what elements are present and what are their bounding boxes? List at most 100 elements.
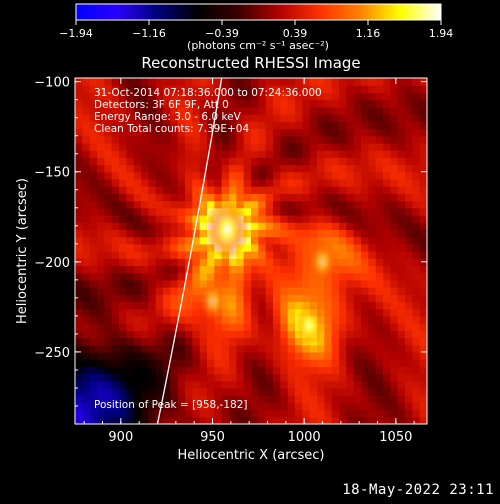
heatmap-cell	[192, 287, 201, 295]
heatmap-cell	[133, 92, 142, 101]
heatmap-cell	[397, 193, 406, 202]
heatmap-cell	[104, 409, 113, 418]
heatmap-cell	[265, 387, 274, 396]
emission-source	[294, 303, 325, 347]
heatmap-cell	[236, 265, 245, 274]
heatmap-cell	[221, 337, 230, 346]
heatmap-cell	[170, 251, 179, 259]
heatmap-cell	[265, 395, 274, 403]
heatmap-cell	[295, 214, 303, 223]
heatmap-cell	[317, 178, 325, 187]
heatmap-cell	[141, 114, 149, 122]
heatmap-cell	[243, 272, 252, 281]
heatmap-cell	[141, 373, 149, 382]
heatmap-cell	[412, 164, 421, 173]
heatmap-cell	[177, 272, 186, 281]
heatmap-cell	[192, 416, 201, 424]
heatmap-cell	[89, 150, 98, 158]
heatmap-cell	[397, 171, 406, 180]
heatmap-cell	[302, 229, 311, 238]
heatmap-cell	[346, 171, 355, 180]
heatmap-cell	[258, 121, 267, 130]
heatmap-cell	[89, 265, 98, 274]
heatmap-cell	[258, 287, 267, 295]
heatmap-cell	[104, 315, 113, 324]
heatmap-cell	[251, 344, 259, 353]
heatmap-cell	[368, 380, 377, 389]
heatmap-cell	[295, 171, 303, 180]
heatmap-cell	[302, 416, 311, 424]
heatmap-cell	[89, 186, 98, 194]
heatmap-cell	[141, 323, 149, 331]
heatmap-cell	[251, 272, 259, 281]
heatmap-cell	[383, 344, 391, 353]
heatmap-cell	[185, 359, 193, 367]
heatmap-cell	[412, 315, 421, 324]
heatmap-cell	[324, 402, 333, 411]
heatmap-cell	[199, 164, 208, 173]
heatmap-cell	[419, 106, 427, 115]
heatmap-cell	[177, 164, 186, 173]
heatmap-cell	[111, 222, 120, 230]
heatmap-cell	[390, 416, 399, 424]
heatmap-cell	[104, 402, 113, 411]
heatmap-cell	[375, 214, 384, 223]
heatmap-cell	[361, 265, 369, 274]
heatmap-cell	[163, 236, 171, 245]
heatmap-cell	[361, 171, 369, 180]
heatmap-cell	[412, 323, 421, 331]
heatmap-cell	[119, 323, 127, 331]
heatmap-cell	[221, 128, 230, 137]
heatmap-cell	[192, 265, 201, 274]
heatmap-cell	[302, 294, 311, 303]
heatmap-cell	[104, 416, 113, 424]
heatmap-cell	[251, 150, 259, 158]
heatmap-cell	[346, 186, 355, 194]
heatmap-cell	[229, 78, 237, 86]
heatmap-cell	[236, 157, 245, 166]
heatmap-cell	[185, 279, 193, 288]
heatmap-cell	[251, 330, 259, 339]
heatmap-cell	[89, 258, 98, 267]
heatmap-cell	[273, 337, 281, 346]
heatmap-cell	[111, 279, 120, 288]
heatmap-cell	[155, 135, 164, 144]
heatmap-cell	[243, 106, 252, 115]
heatmap-cell	[302, 258, 311, 267]
heatmap-cell	[185, 207, 193, 216]
heatmap-cell	[383, 315, 391, 324]
heatmap-cell	[390, 279, 399, 288]
heatmap-cell	[324, 301, 333, 310]
heatmap-cell	[309, 85, 318, 94]
heatmap-cell	[295, 294, 303, 303]
heatmap-cell	[324, 344, 333, 353]
heatmap-cell	[258, 380, 267, 389]
heatmap-cell	[295, 402, 303, 411]
heatmap-cell	[331, 359, 340, 367]
heatmap-cell	[405, 128, 413, 137]
heatmap-cell	[309, 214, 318, 223]
heatmap-cell	[317, 229, 325, 238]
heatmap-cell	[243, 287, 252, 295]
heatmap-cell	[243, 351, 252, 360]
heatmap-cell	[185, 99, 193, 108]
heatmap-cell	[97, 387, 105, 396]
heatmap-cell	[397, 380, 406, 389]
heatmap-cell	[361, 114, 369, 122]
heatmap-cell	[89, 373, 98, 382]
heatmap-cell	[141, 171, 149, 180]
heatmap-cell	[295, 265, 303, 274]
heatmap-cell	[97, 243, 105, 252]
heatmap-cell	[89, 359, 98, 367]
heatmap-cell	[368, 142, 377, 151]
heatmap-cell	[287, 200, 296, 209]
heatmap-cell	[339, 142, 347, 151]
heatmap-cell	[177, 387, 186, 396]
heatmap-cell	[309, 78, 318, 86]
heatmap-cell	[331, 150, 340, 158]
heatmap-cell	[185, 243, 193, 252]
heatmap-cell	[339, 315, 347, 324]
heatmap-cell	[119, 178, 127, 187]
heatmap-cell	[75, 409, 83, 418]
heatmap-cell	[375, 294, 384, 303]
